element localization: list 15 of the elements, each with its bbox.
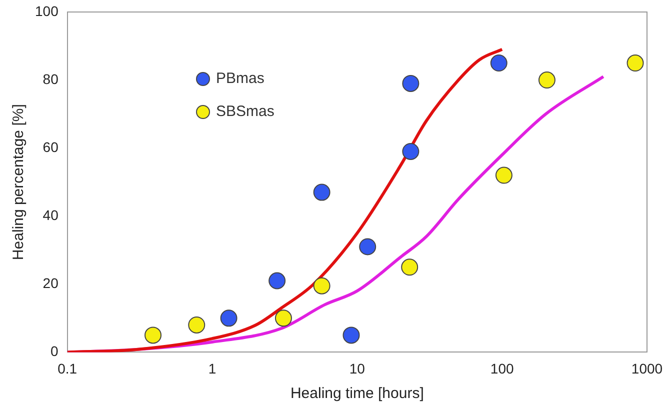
x-tick-label: 1000	[631, 360, 663, 376]
y-tick-label: 60	[42, 138, 59, 155]
y-tick-label: 20	[42, 275, 59, 292]
y-tick-label: 0	[50, 343, 59, 360]
y-tick-label: 40	[42, 206, 59, 223]
y-tick-label: 100	[35, 2, 59, 19]
x-tick-label: 1	[208, 360, 216, 376]
x-tick-label: 100	[490, 360, 514, 376]
y-tick-label: 80	[42, 70, 59, 87]
x-tick-label: 10	[349, 360, 366, 376]
y-axis-title: Healing percentage [%]	[10, 104, 28, 260]
x-axis-title: Healing time [hours]	[290, 385, 424, 402]
legend-label: SBSmas	[216, 103, 274, 120]
legend-label: PBmas	[216, 70, 264, 87]
x-tick-label: 0.1	[58, 360, 78, 376]
